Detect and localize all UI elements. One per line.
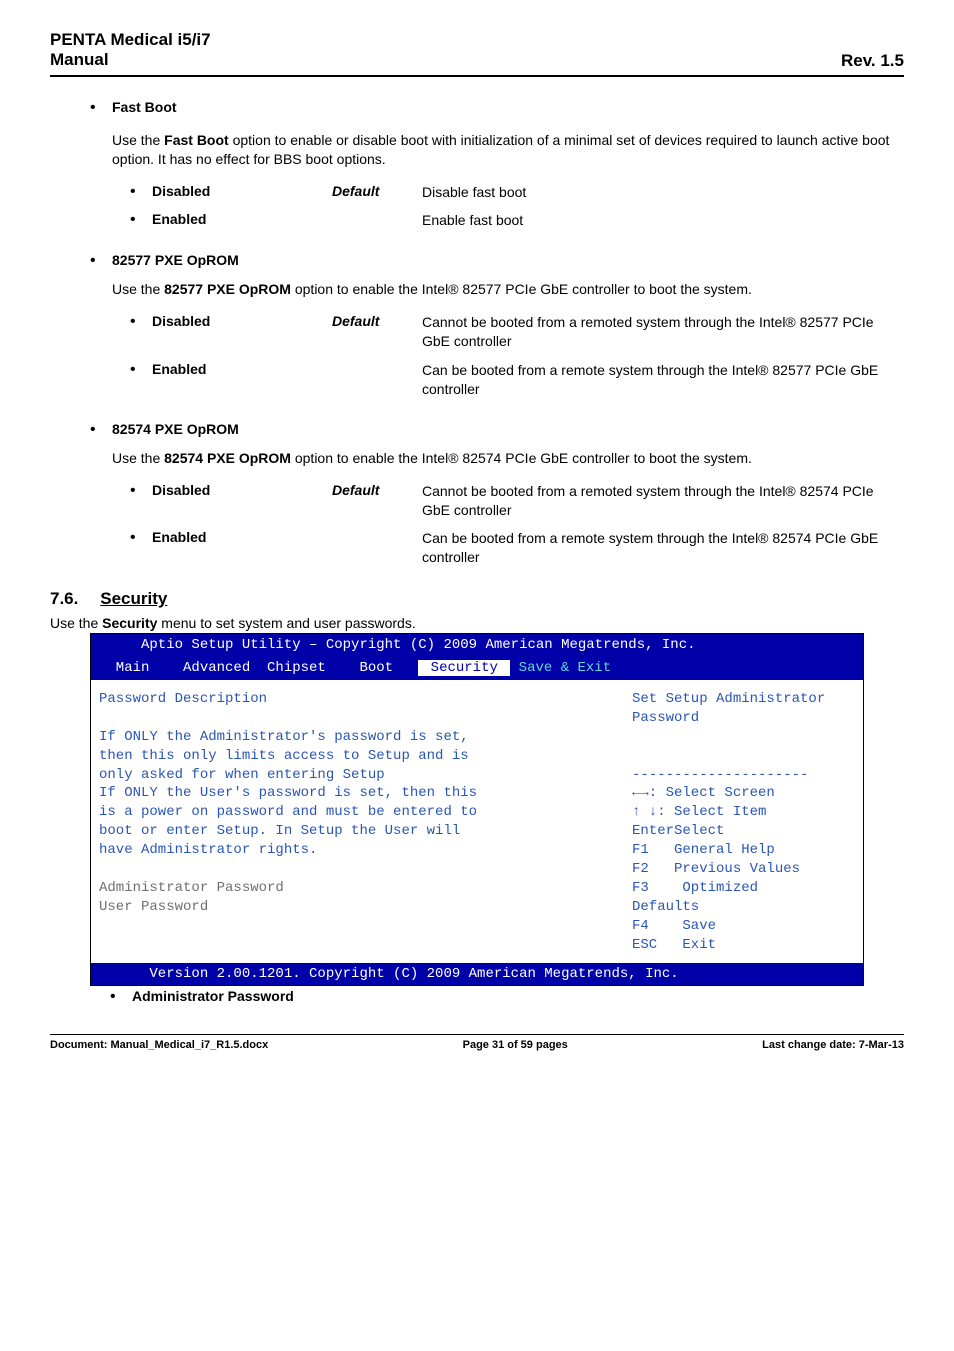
opt-fastboot-disabled: Disabled Default Disable fast boot	[130, 183, 904, 202]
opt-label: Enabled	[152, 211, 332, 227]
bios-r7: EnterSelect	[632, 823, 724, 839]
bios-tabs-post: Save & Exit	[510, 660, 611, 676]
bullet-icon	[90, 252, 112, 270]
bios-l6: is a power on password and must be enter…	[99, 804, 477, 820]
opt-default: Default	[332, 313, 422, 329]
para-pre: Use the	[112, 450, 164, 466]
opt-desc: Can be booted from a remote system throu…	[422, 529, 904, 567]
heading-text: 82577 PXE OpROM	[112, 252, 239, 268]
opt-82574-disabled: Disabled Default Cannot be booted from a…	[130, 482, 904, 520]
bullet-icon	[130, 313, 152, 331]
para-post: option to enable the Intel® 82574 PCIe G…	[291, 450, 752, 466]
opt-desc: Can be booted from a remote system throu…	[422, 361, 904, 399]
bullet-icon	[130, 361, 152, 379]
bullet-icon	[130, 183, 152, 201]
para-82577: Use the 82577 PXE OpROM option to enable…	[112, 280, 904, 299]
opt-label: Disabled	[152, 313, 332, 329]
bios-right-panel: Set Setup Administrator Password -------…	[628, 680, 863, 962]
bios-tab-bar: Main Advanced Chipset Boot Security Save…	[91, 657, 863, 680]
header-revision: Rev. 1.5	[841, 51, 904, 71]
section-security: 7.6. Security	[50, 589, 904, 609]
opt-desc: Enable fast boot	[422, 211, 904, 230]
bullet-icon	[130, 482, 152, 500]
heading-82577: 82577 PXE OpROM	[90, 252, 904, 270]
opt-label: Disabled	[152, 183, 332, 199]
bios-title-line: Aptio Setup Utility – Copyright (C) 2009…	[91, 634, 863, 657]
intro-bold: Security	[102, 615, 157, 631]
footer-left: Document: Manual_Medical_i7_R1.5.docx	[50, 1039, 268, 1051]
opt-label: Enabled	[152, 361, 332, 377]
bios-r4: ---------------------	[632, 767, 808, 783]
bios-r11: Defaults	[632, 899, 699, 915]
opt-label: Enabled	[152, 529, 332, 545]
opt-82577-enabled: Enabled Can be booted from a remote syst…	[130, 361, 904, 399]
header-line2: Manual	[50, 50, 211, 70]
para-post: option to enable the Intel® 82577 PCIe G…	[291, 281, 752, 297]
para-pre: Use the	[112, 281, 164, 297]
section-number: 7.6.	[50, 589, 78, 608]
bios-body: Password Description If ONLY the Adminis…	[91, 680, 863, 962]
bios-tabs-pre: Main Advanced Chipset Boot	[99, 660, 418, 676]
bios-r12: F4 Save	[632, 918, 716, 934]
bios-l7: boot or enter Setup. In Setup the User w…	[99, 823, 460, 839]
header-line1: PENTA Medical i5/i7	[50, 30, 211, 50]
admin-password-label: Administrator Password	[132, 988, 294, 1004]
bios-r8: F1 General Help	[632, 842, 775, 858]
page-header: PENTA Medical i5/i7 Manual Rev. 1.5	[50, 30, 904, 77]
bios-l2: If ONLY the Administrator's password is …	[99, 729, 469, 745]
opt-default: Default	[332, 183, 422, 199]
para-pre: Use the	[112, 132, 164, 148]
opt-default: Default	[332, 482, 422, 498]
bios-r6: ↑ ↓: Select Item	[632, 804, 766, 820]
page-footer: Document: Manual_Medical_i7_R1.5.docx Pa…	[50, 1034, 904, 1051]
bios-r1: Password	[632, 710, 699, 726]
bios-admin-password[interactable]: Administrator Password	[99, 880, 284, 896]
intro-pre: Use the	[50, 615, 102, 631]
bios-r5: ←→: Select Screen	[632, 785, 775, 801]
heading-text: 82574 PXE OpROM	[112, 421, 239, 437]
bios-l4: only asked for when entering Setup	[99, 767, 385, 783]
bios-r0: Set Setup Administrator	[632, 691, 825, 707]
bios-l5: If ONLY the User's password is set, then…	[99, 785, 477, 801]
opt-82577-disabled: Disabled Default Cannot be booted from a…	[130, 313, 904, 351]
para-bold: 82574 PXE OpROM	[164, 450, 291, 466]
footer-right: Last change date: 7-Mar-13	[762, 1039, 904, 1051]
opt-82574-enabled: Enabled Can be booted from a remote syst…	[130, 529, 904, 567]
opt-desc: Cannot be booted from a remoted system t…	[422, 313, 904, 351]
opt-desc: Cannot be booted from a remoted system t…	[422, 482, 904, 520]
section-name: Security	[100, 589, 167, 608]
para-post: option to enable or disable boot with in…	[112, 132, 889, 167]
header-product: PENTA Medical i5/i7 Manual	[50, 30, 211, 71]
footer-center: Page 31 of 59 pages	[463, 1039, 568, 1051]
bullet-icon	[90, 421, 112, 439]
bios-l8: have Administrator rights.	[99, 842, 317, 858]
security-intro: Use the Security menu to set system and …	[50, 615, 904, 631]
bios-footer-line: Version 2.00.1201. Copyright (C) 2009 Am…	[91, 963, 863, 986]
para-82574: Use the 82574 PXE OpROM option to enable…	[112, 449, 904, 468]
bios-screenshot: Aptio Setup Utility – Copyright (C) 2009…	[90, 633, 864, 986]
bios-r9: F2 Previous Values	[632, 861, 800, 877]
opt-label: Disabled	[152, 482, 332, 498]
opt-desc: Disable fast boot	[422, 183, 904, 202]
bullet-icon	[130, 529, 152, 547]
bullet-icon	[130, 211, 152, 229]
bios-user-password[interactable]: User Password	[99, 899, 208, 915]
heading-82574: 82574 PXE OpROM	[90, 421, 904, 439]
heading-text: Fast Boot	[112, 99, 177, 115]
bullet-icon	[110, 988, 132, 1006]
bios-l3: then this only limits access to Setup an…	[99, 748, 469, 764]
admin-password-bullet: Administrator Password	[110, 988, 904, 1006]
para-bold: 82577 PXE OpROM	[164, 281, 291, 297]
heading-fast-boot: Fast Boot	[90, 99, 904, 117]
opt-fastboot-enabled: Enabled Enable fast boot	[130, 211, 904, 230]
para-bold: Fast Boot	[164, 132, 229, 148]
intro-post: menu to set system and user passwords.	[157, 615, 415, 631]
bios-r10: F3 Optimized	[632, 880, 758, 896]
bios-tab-security[interactable]: Security	[418, 660, 510, 676]
bios-left-panel: Password Description If ONLY the Adminis…	[91, 680, 628, 962]
para-fast-boot: Use the Fast Boot option to enable or di…	[112, 131, 904, 169]
bios-l0: Password Description	[99, 691, 267, 707]
bullet-icon	[90, 99, 112, 117]
bios-r13: ESC Exit	[632, 937, 716, 953]
